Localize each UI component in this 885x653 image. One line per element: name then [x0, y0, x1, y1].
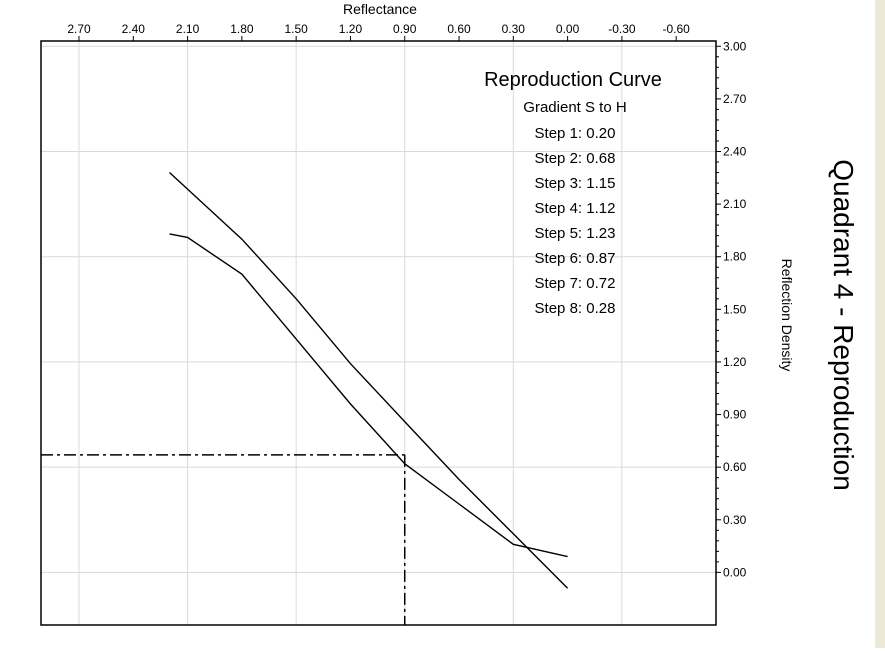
- quadrant-title: Quadrant 4 - Reproduction: [828, 159, 859, 491]
- annotation-step: Step 7: 0.72: [535, 275, 616, 292]
- x-tick-label: 0.00: [556, 22, 580, 36]
- annotation-step: Step 1: 0.20: [535, 125, 616, 142]
- x-tick-label: 2.10: [176, 22, 200, 36]
- annotation-step: Step 5: 1.23: [535, 225, 616, 242]
- y-tick-label: 0.00: [723, 565, 747, 579]
- x-tick-label: -0.60: [663, 22, 691, 36]
- x-axis: 2.70 2.40 2.10 1.80 1.50 1.20 0.90 0.60 0.30 0.00…: [67, 22, 690, 41]
- y-tick-label: 1.20: [723, 355, 747, 369]
- y-tick-label: 2.70: [723, 92, 747, 106]
- y-axis-title: Reflection Density: [779, 259, 795, 372]
- annotation-step: Step 6: 0.87: [535, 250, 616, 267]
- x-tick-label: 1.50: [284, 22, 308, 36]
- x-tick-label: 0.60: [447, 22, 471, 36]
- x-tick-label: 1.20: [339, 22, 363, 36]
- x-tick-label: -0.30: [608, 22, 636, 36]
- annotation-step: Step 8: 0.28: [535, 300, 616, 317]
- y-tick-label: 1.80: [723, 250, 747, 264]
- annotation-step: Step 4: 1.12: [535, 200, 616, 217]
- series-line-1: [169, 171, 569, 589]
- x-tick-label: 2.40: [122, 22, 146, 36]
- x-axis-title: Reflectance: [343, 1, 417, 17]
- reference-lines: [41, 454, 406, 625]
- y-tick-label: 0.90: [723, 408, 747, 422]
- y-tick-label: 3.00: [723, 39, 747, 53]
- x-tick-label: 1.80: [230, 22, 254, 36]
- annotation-title: Reproduction Curve: [484, 69, 662, 91]
- series-group: [169, 171, 569, 589]
- series-line-2: [169, 233, 568, 558]
- x-tick-label: 0.90: [393, 22, 417, 36]
- y-tick-label: 2.40: [723, 144, 747, 158]
- y-tick-label: 0.30: [723, 513, 747, 527]
- x-tick-label: 2.70: [67, 22, 91, 36]
- grid: [41, 41, 716, 625]
- annotation-subtitle: Gradient S to H: [523, 99, 626, 116]
- annotation: Reproduction Curve Gradient S to H Step …: [484, 69, 662, 317]
- y-tick-label: 2.10: [723, 197, 747, 211]
- window-edge: [875, 0, 885, 648]
- y-axis: 0.00 0.30 0.60 0.90 1.20 1.50 1.80 2.10 2.40 2.70…: [716, 39, 747, 579]
- y-tick-label: 0.60: [723, 460, 747, 474]
- x-tick-label: 0.30: [502, 22, 526, 36]
- y-tick-label: 1.50: [723, 302, 747, 316]
- annotation-step: Step 3: 1.15: [535, 175, 616, 192]
- plot-frame: [40, 40, 717, 626]
- annotation-step: Step 2: 0.68: [535, 150, 616, 167]
